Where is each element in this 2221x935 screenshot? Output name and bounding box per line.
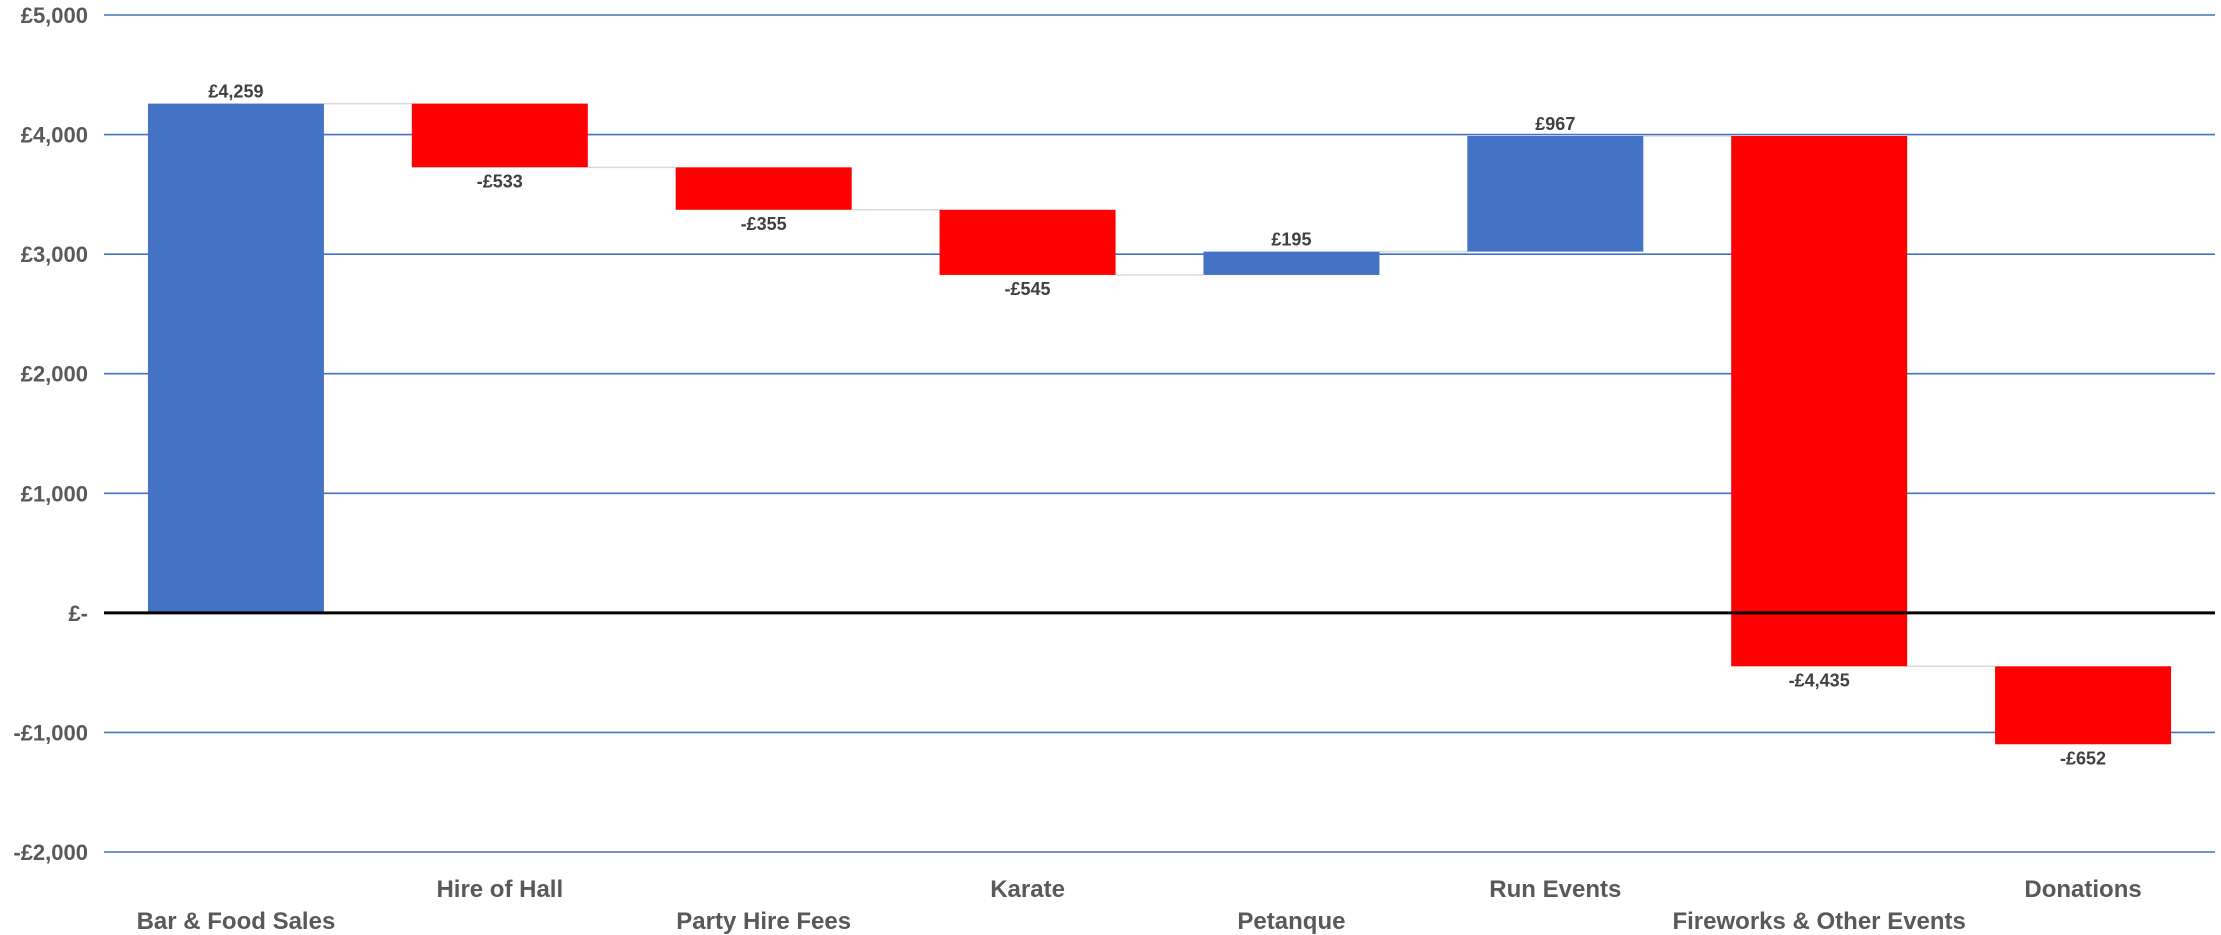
- data-label: -£355: [741, 214, 787, 234]
- y-tick-label: £1,000: [21, 481, 88, 506]
- x-category-label: Bar & Food Sales: [137, 908, 336, 935]
- data-label: -£545: [1005, 279, 1051, 299]
- x-category-label: Donations: [2024, 876, 2141, 903]
- y-tick-label: £4,000: [21, 123, 88, 148]
- data-label: -£533: [477, 171, 523, 191]
- connectors: [323, 102, 1996, 668]
- data-label: -£4,435: [1789, 670, 1850, 690]
- data-label: -£652: [2060, 748, 2106, 768]
- data-label: £967: [1535, 114, 1575, 134]
- y-axis-tick-labels: £5,000 £4,000 £3,000 £2,000 £1,000 £- -£1,000 -…: [13, 3, 88, 865]
- x-category-label: Karate: [990, 876, 1065, 903]
- x-category-label: Run Events: [1489, 876, 1621, 903]
- data-label: £195: [1271, 230, 1311, 250]
- bar: [1203, 251, 1380, 275]
- bar: [411, 103, 588, 168]
- data-label: £4,259: [208, 82, 263, 102]
- y-tick-label: £5,000: [21, 3, 88, 28]
- x-axis-category-labels: Bar & Food Sales Hire of Hall Party Hire F…: [137, 876, 2142, 935]
- bar: [147, 103, 324, 613]
- bar: [675, 167, 852, 210]
- y-tick-label: £-: [68, 601, 88, 626]
- y-tick-label: -£2,000: [13, 840, 88, 865]
- bar: [939, 209, 1116, 275]
- bar: [1731, 136, 1908, 667]
- y-tick-label: -£1,000: [13, 720, 88, 745]
- y-tick-label: £2,000: [21, 362, 88, 387]
- x-category-label: Party Hire Fees: [676, 908, 851, 935]
- x-category-label: Hire of Hall: [436, 876, 563, 903]
- x-category-label: Petanque: [1237, 908, 1345, 935]
- bar: [1467, 136, 1644, 252]
- y-tick-label: £3,000: [21, 242, 88, 267]
- bar: [1995, 666, 2172, 745]
- data-labels: £4,259 -£533 -£355 -£545 £195 £967 -£4,435 -£65…: [208, 82, 2106, 769]
- bars: [147, 103, 2172, 745]
- x-category-label: Fireworks & Other Events: [1672, 908, 1965, 935]
